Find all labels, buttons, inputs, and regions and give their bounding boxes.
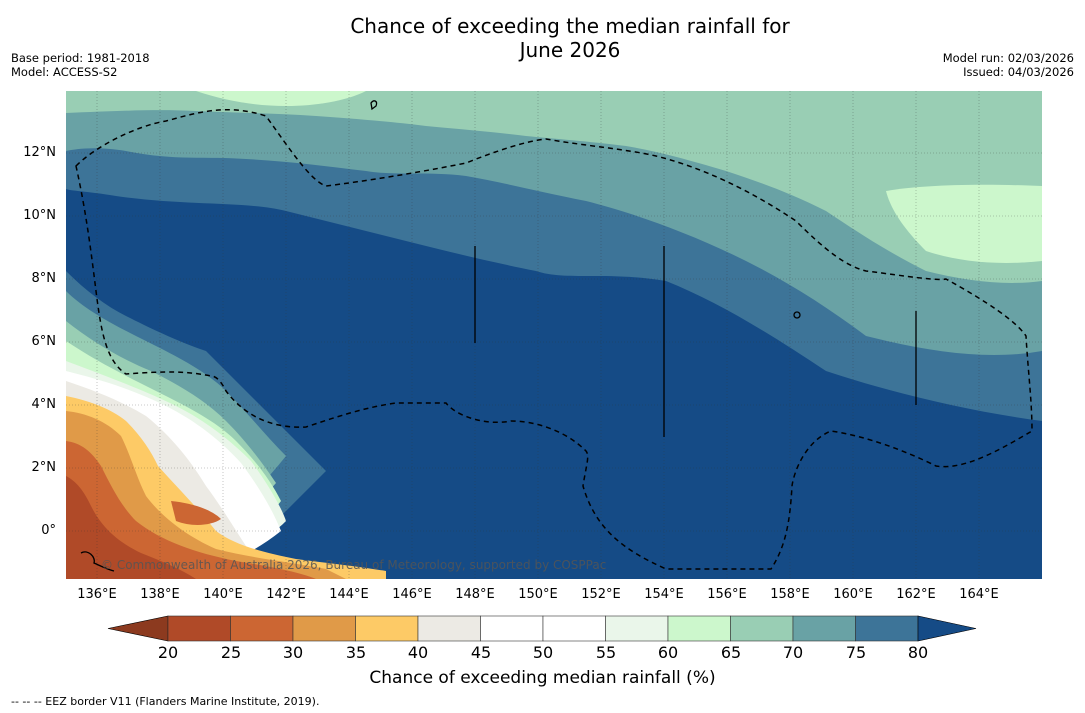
colorbar-cell <box>480 615 544 642</box>
colorbar-cell <box>605 615 669 642</box>
y-tick: 8°N <box>31 271 57 286</box>
issued-date: Issued: 04/03/2026 <box>963 65 1074 79</box>
colorbar-cell <box>355 615 419 642</box>
colorbar-cell <box>542 615 606 642</box>
y-tick: 12°N <box>23 145 56 160</box>
model-name: Model: ACCESS-S2 <box>11 65 118 79</box>
zone-25-30 <box>66 441 316 579</box>
colorbar-label: 70 <box>782 643 804 662</box>
colorbar-label: 55 <box>595 643 617 662</box>
x-tick: 158°E <box>770 587 810 602</box>
colorbar-label: 35 <box>345 643 367 662</box>
coastlines <box>80 100 917 572</box>
colorbar-label: 30 <box>282 643 304 662</box>
base-period: Base period: 1981-2018 <box>11 51 150 65</box>
colorbar-cell <box>792 615 856 642</box>
island-5 <box>793 311 801 319</box>
colorbar-label: 60 <box>657 643 679 662</box>
colorbar-cell <box>230 615 294 642</box>
eez-border <box>75 108 1033 570</box>
model-info: Base period: 1981-2018 Model: ACCESS-S2 <box>11 51 150 79</box>
colorbar-title: Chance of exceeding median rainfall (%) <box>369 668 716 688</box>
x-tick: 156°E <box>707 587 747 602</box>
colorbar-cell <box>855 615 919 642</box>
x-tick: 160°E <box>833 587 873 602</box>
colorbar-label: 65 <box>720 643 742 662</box>
y-tick: 2°N <box>31 460 57 475</box>
graticule <box>66 91 1042 579</box>
x-tick: 164°E <box>959 587 999 602</box>
colorbar-cell <box>730 615 794 642</box>
coast-southwest <box>80 551 115 572</box>
x-tick: 138°E <box>140 587 180 602</box>
map-canvas <box>66 91 1042 579</box>
colorbar-label: 20 <box>157 643 179 662</box>
colorbar-label: 75 <box>845 643 867 662</box>
colorbar-cell <box>667 615 731 642</box>
zone-60-65-east <box>886 184 1042 263</box>
run-info: Model run: 02/03/2026 Issued: 04/03/2026 <box>943 51 1074 79</box>
y-tick: 10°N <box>23 208 56 223</box>
colorbar-label: 25 <box>220 643 242 662</box>
colorbar <box>107 615 977 642</box>
y-tick: 0° <box>41 523 56 538</box>
title-line-1: Chance of exceeding the median rainfall … <box>350 14 790 38</box>
map-title: Chance of exceeding the median rainfall … <box>0 14 1085 62</box>
x-tick: 144°E <box>329 587 369 602</box>
x-tick: 140°E <box>203 587 243 602</box>
zone-20-25 <box>66 476 196 579</box>
colorbar-label: 45 <box>470 643 492 662</box>
x-tick: 154°E <box>644 587 684 602</box>
zone-65-70 <box>66 91 1042 283</box>
x-tick: 136°E <box>77 587 117 602</box>
x-tick: 146°E <box>392 587 432 602</box>
title-line-2: June 2026 <box>519 38 621 62</box>
copyright-credit: © Commonwealth of Australia 2026, Bureau… <box>101 558 607 572</box>
island-4 <box>370 100 378 111</box>
model-run-date: Model run: 02/03/2026 <box>942 51 1074 65</box>
rainfall-map[interactable] <box>66 91 1042 579</box>
colorbar-cell <box>417 615 481 642</box>
x-tick: 152°E <box>581 587 621 602</box>
colorbar-extend-high <box>917 615 977 642</box>
colorbar-label: 50 <box>532 643 554 662</box>
colorbar-label: 40 <box>407 643 429 662</box>
y-tick: 4°N <box>31 397 57 412</box>
colorbar-cell <box>292 615 356 642</box>
x-tick: 162°E <box>896 587 936 602</box>
x-tick: 142°E <box>266 587 306 602</box>
x-tick: 148°E <box>455 587 495 602</box>
eez-legend: -- -- -- EEZ border V11 (Flanders Marine… <box>11 695 320 708</box>
zone-60-65-north <box>196 91 366 106</box>
zone-25-30-patch <box>171 501 221 525</box>
y-tick: 6°N <box>31 334 57 349</box>
colorbar-extend-low <box>107 615 169 642</box>
colorbar-cell <box>167 615 231 642</box>
colorbar-label: 80 <box>907 643 929 662</box>
x-tick: 150°E <box>518 587 558 602</box>
